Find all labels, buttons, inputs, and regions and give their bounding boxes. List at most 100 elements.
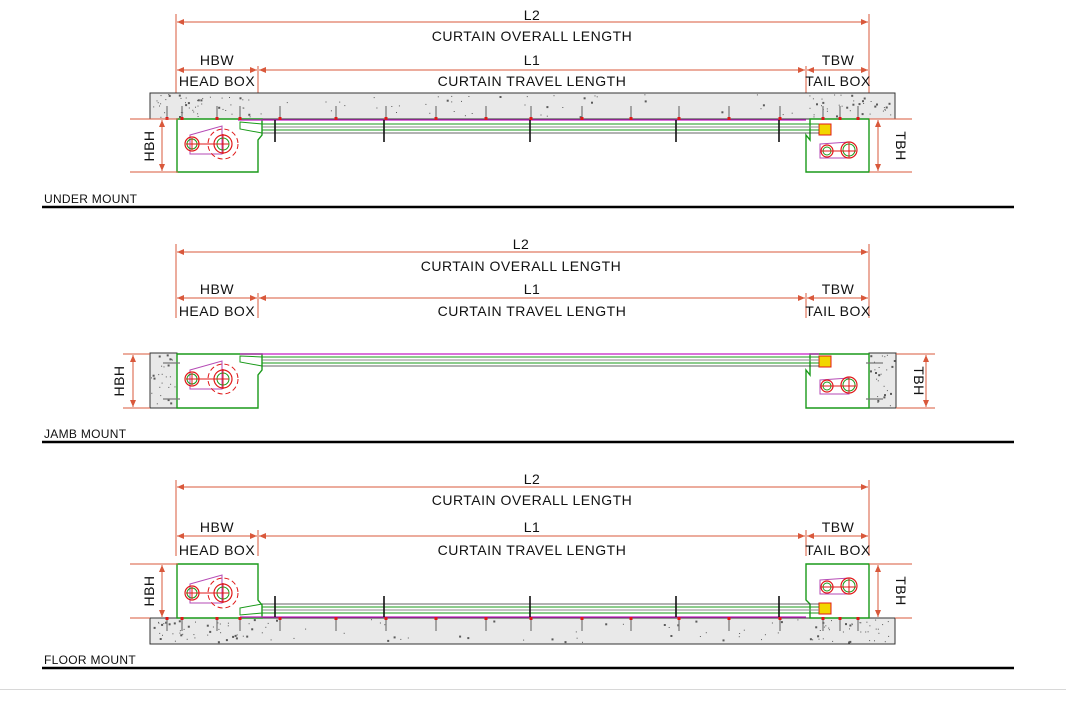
- concrete-speck: [831, 620, 832, 622]
- concrete-speck: [157, 102, 159, 104]
- concrete-speck: [248, 113, 251, 116]
- concrete-speck: [222, 108, 224, 110]
- concrete-speck: [162, 634, 163, 636]
- curtain-track: [238, 119, 819, 134]
- page-footer-divider: [0, 689, 1066, 690]
- concrete-speck: [819, 630, 821, 631]
- concrete-speck: [193, 111, 195, 113]
- concrete-speck: [158, 374, 160, 376]
- concrete-speck: [562, 107, 564, 108]
- concrete-speck: [261, 632, 263, 634]
- concrete-speckle-mid: [260, 94, 793, 119]
- concrete-speck: [809, 638, 812, 641]
- concrete-speck: [605, 623, 608, 626]
- concrete-speck: [722, 639, 725, 642]
- anchor-bolt-head: [215, 117, 219, 120]
- anchor-bolt-head: [384, 117, 388, 120]
- concrete-speck: [663, 624, 666, 626]
- concrete-speck: [777, 632, 779, 634]
- anchor-bolt-head: [484, 117, 488, 120]
- concrete-speck: [884, 356, 886, 358]
- concrete-speck: [846, 106, 849, 109]
- dimension-tbh: [869, 563, 912, 619]
- concrete-speck: [887, 621, 889, 623]
- concrete-speck: [884, 109, 886, 111]
- concrete-speck: [195, 621, 196, 623]
- dimension-l1-row: [177, 293, 868, 318]
- concrete-speck: [169, 376, 171, 378]
- track-posts: [274, 596, 780, 617]
- anchor-bolt-head: [484, 617, 488, 620]
- dimension-tbh: [896, 353, 935, 409]
- concrete-speck: [248, 623, 250, 625]
- concrete-speck: [221, 97, 223, 99]
- concrete-speck: [182, 633, 184, 635]
- concrete-speck: [885, 109, 886, 111]
- concrete-speck: [738, 636, 740, 638]
- concrete-speck: [861, 113, 864, 116]
- concrete-speck: [170, 402, 173, 405]
- concrete-speck: [524, 104, 526, 106]
- concrete-speck: [396, 112, 397, 113]
- concrete-speck: [699, 636, 701, 637]
- dimension-hbh: [130, 118, 178, 173]
- concrete-speck: [471, 113, 473, 114]
- dimension-hbh: [130, 563, 178, 619]
- concrete-speck: [182, 112, 184, 114]
- label-hbh: HBH: [141, 575, 157, 606]
- concrete-speck: [622, 623, 624, 625]
- concrete-speck: [875, 372, 877, 374]
- anchor-bolt-head: [821, 117, 825, 120]
- concrete-speck: [195, 106, 196, 108]
- concrete-speck: [838, 104, 840, 106]
- concrete-speck: [407, 637, 409, 639]
- tail-box-housing: [805, 353, 870, 409]
- label-l2: L2: [524, 471, 541, 487]
- concrete-speckle-right: [809, 619, 890, 644]
- dimension-l2: [175, 244, 870, 318]
- concrete-floor: [149, 617, 896, 645]
- concrete-speck: [870, 355, 873, 358]
- label-tbh: TBH: [893, 576, 909, 606]
- concrete-speck: [870, 101, 872, 102]
- anchor-bolt-head: [727, 117, 731, 120]
- concrete-speck: [863, 103, 865, 104]
- concrete-speck: [756, 94, 758, 96]
- concrete-speck: [644, 100, 647, 103]
- concrete-speck: [812, 98, 814, 100]
- concrete-speck: [391, 106, 393, 107]
- concrete-speck: [231, 113, 233, 115]
- dimension-l1-row: [177, 530, 868, 556]
- jamb-wall-right: [868, 352, 897, 409]
- concrete-speck: [464, 115, 466, 117]
- concrete-speck: [207, 634, 209, 636]
- concrete-speck: [526, 96, 528, 98]
- concrete-speck: [151, 377, 152, 379]
- concrete-speck: [158, 621, 159, 623]
- dimension-hbh: [123, 353, 150, 409]
- curtain-track: [239, 353, 819, 367]
- dimension-l1-row: [177, 66, 868, 96]
- concrete-speck: [183, 628, 185, 630]
- concrete-speck: [225, 110, 227, 111]
- concrete-speck: [171, 358, 173, 360]
- anchor-bolt-head: [529, 117, 533, 120]
- concrete-speck: [165, 621, 168, 624]
- concrete-speck: [249, 116, 251, 118]
- concrete-speck: [809, 107, 811, 109]
- concrete-speck: [883, 396, 886, 399]
- anchor-bolt-head: [677, 117, 681, 120]
- concrete-speck: [160, 95, 162, 97]
- label-l2: L2: [513, 236, 530, 252]
- concrete-speck: [159, 105, 160, 107]
- tail-bracket: [818, 123, 832, 136]
- concrete-speck: [379, 622, 381, 624]
- concrete-speck: [851, 94, 854, 97]
- concrete-speck: [186, 638, 188, 640]
- concrete-speck: [180, 97, 182, 99]
- concrete-speck: [197, 99, 200, 102]
- concrete-speck: [890, 392, 892, 395]
- concrete-speck: [393, 636, 396, 639]
- concrete-speck: [791, 112, 793, 114]
- concrete-speck: [242, 107, 244, 109]
